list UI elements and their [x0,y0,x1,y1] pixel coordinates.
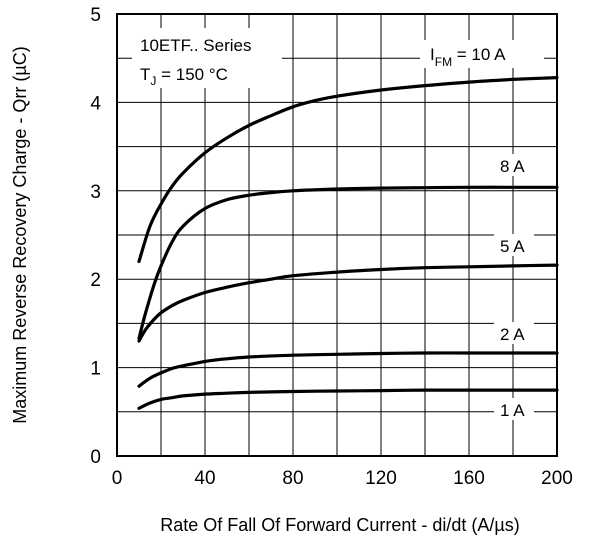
y-tick-label: 2 [90,270,101,291]
x-axis-title: Rate Of Fall Of Forward Current - di/dt … [160,515,519,535]
series-label: 2 A [500,325,525,344]
temp-subscript: J [150,74,156,88]
x-tick-label: 40 [194,468,215,489]
series-line [137,76,559,264]
grid-lines [117,14,557,456]
series-annotation: 10ETF.. Series [140,36,252,55]
plot-frame [116,13,558,457]
y-axis-title: Maximum Reverse Recovery Charge - Qrr (µ… [10,46,30,423]
series-label-subscript: FM [435,55,452,69]
series-line [137,351,559,388]
y-tick-label: 5 [90,5,101,26]
y-tick-label: 1 [90,359,101,380]
y-tick-label: 4 [90,93,101,114]
annotation-box [132,28,282,88]
series-line [137,388,559,410]
temperature-annotation: TJ = 150 °C [140,65,228,88]
series-label-rest: = 10 A [452,45,506,64]
x-tick-label: 120 [365,468,397,489]
series-line [137,185,559,340]
temp-value: = 150 °C [156,65,228,84]
y-tick-label: 0 [90,447,101,468]
x-tick-label: 0 [112,468,123,489]
y-tick-label: 3 [90,182,101,203]
series-label-main: 5 A [500,237,525,256]
series-label-background [420,40,544,68]
y-axis: 0 1 2 3 4 5 [90,5,101,468]
series-label-main: 2 A [500,325,525,344]
series-label-main: I [430,45,435,64]
series-lines [137,76,559,410]
series-label: IFM = 10 A [430,45,506,69]
x-axis: 0 40 80 120 160 200 [112,468,573,489]
series-label-background [494,398,534,420]
series-label-background [494,154,534,176]
series-label: 8 A [500,157,525,176]
temp-symbol: T [140,65,150,84]
series-label-background [494,322,534,344]
x-tick-label: 160 [453,468,485,489]
x-tick-label: 200 [541,468,573,489]
series-label-background [494,234,534,256]
series-label-main: 1 A [500,401,525,420]
series-label-main: 8 A [500,157,525,176]
x-tick-label: 80 [282,468,303,489]
series-label: 5 A [500,237,525,256]
series-line [137,263,559,343]
series-label: 1 A [500,401,525,420]
series-labels: IFM = 10 A 8 A 5 A 2 A 1 A [420,40,544,420]
